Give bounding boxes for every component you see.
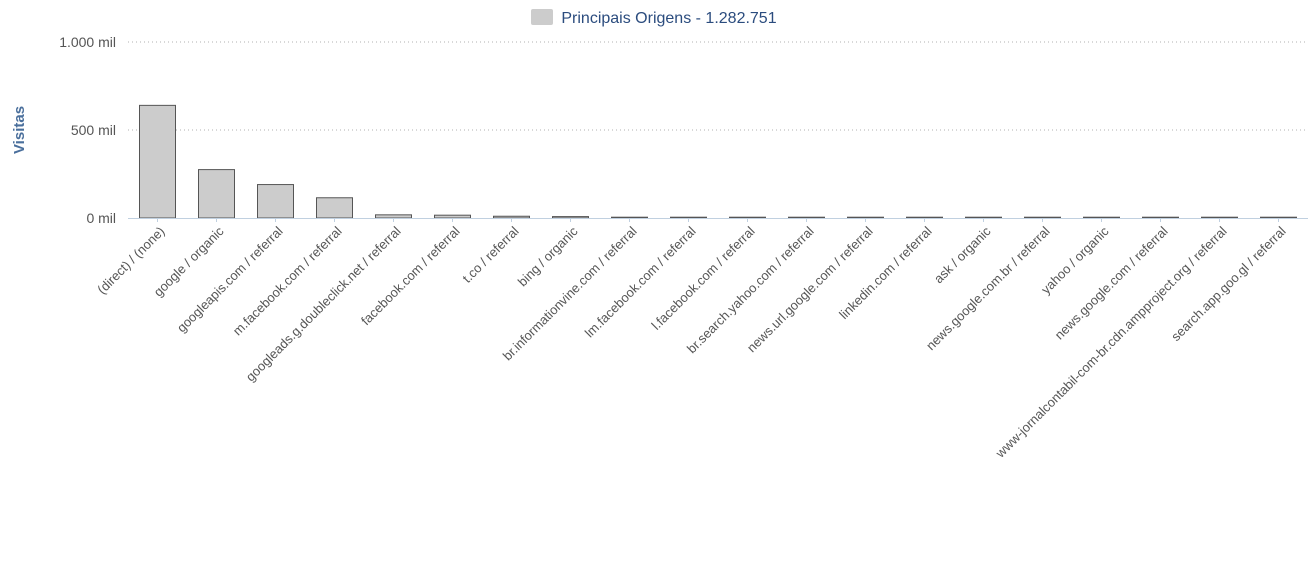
bar[interactable] xyxy=(1024,216,1061,219)
y-tick-label: 0 mil xyxy=(86,210,116,226)
x-tick-label: ask / organic xyxy=(931,223,994,286)
bar[interactable] xyxy=(847,216,884,219)
y-axis-title: Visitas xyxy=(11,106,28,154)
bar[interactable] xyxy=(906,216,943,219)
bar[interactable] xyxy=(257,184,294,219)
bar[interactable] xyxy=(316,197,353,219)
legend[interactable]: Principais Origens - 1.282.751 xyxy=(0,8,1308,30)
y-tick-label: 1.000 mil xyxy=(59,34,116,50)
bar[interactable] xyxy=(139,104,176,219)
x-tick-label: t.co / referral xyxy=(459,223,521,285)
bar[interactable] xyxy=(1201,216,1238,219)
legend-label: Principais Origens - 1.282.751 xyxy=(561,10,777,27)
bar[interactable] xyxy=(670,216,707,219)
bar[interactable] xyxy=(375,214,412,219)
x-tick-label: br.search.yahoo.com / referral xyxy=(684,223,817,356)
x-tick-label: bing / organic xyxy=(515,223,581,289)
x-tick-label: search.app.goo.gl / referral xyxy=(1168,223,1289,344)
bar[interactable] xyxy=(729,216,766,219)
x-tick-label: l.facebook.com / referral xyxy=(648,223,757,332)
x-tick-label: googleapis.com / referral xyxy=(174,223,286,335)
bar[interactable] xyxy=(965,216,1002,219)
x-tick-label: m.facebook.com / referral xyxy=(230,223,345,338)
x-tick-label: lm.facebook.com / referral xyxy=(582,223,699,340)
legend-swatch-icon xyxy=(531,9,554,25)
x-tick-label: facebook.com / referral xyxy=(358,223,463,328)
bar[interactable] xyxy=(788,216,825,219)
x-tick-label: news.google.com / referral xyxy=(1052,223,1171,342)
x-tick-label: news.url.google.com / referral xyxy=(744,223,876,355)
y-tick-label: 500 mil xyxy=(71,122,116,138)
bar[interactable] xyxy=(1083,216,1120,219)
x-tick-label: news.google.com.br / referral xyxy=(923,223,1053,353)
bar[interactable] xyxy=(434,214,471,219)
bar[interactable] xyxy=(552,216,589,219)
bar[interactable] xyxy=(493,215,530,219)
bar[interactable] xyxy=(1260,216,1297,219)
bar[interactable] xyxy=(611,216,648,219)
bar[interactable] xyxy=(198,169,235,219)
bar[interactable] xyxy=(1142,216,1179,219)
